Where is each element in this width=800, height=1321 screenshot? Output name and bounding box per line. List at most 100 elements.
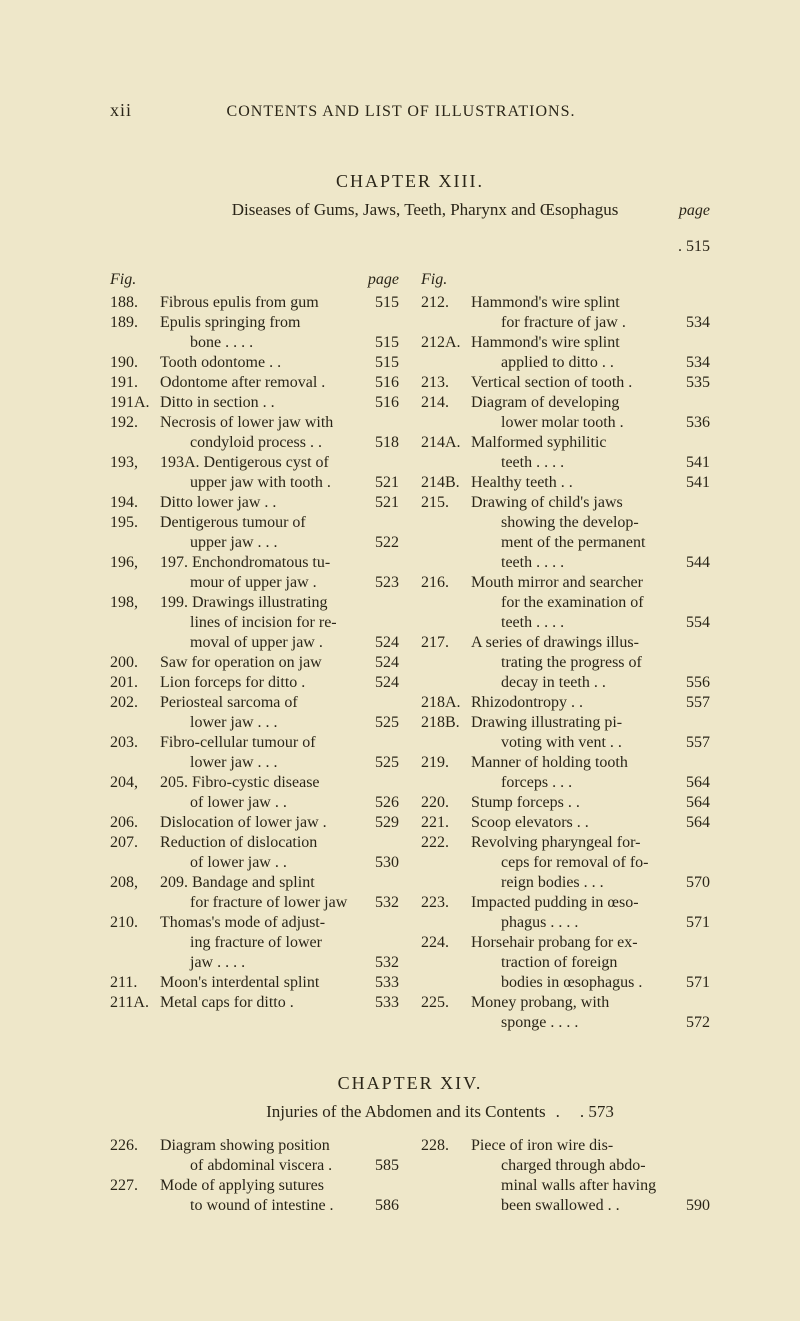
entry-page: 521 bbox=[363, 493, 399, 513]
fig-label: Fig. bbox=[110, 270, 150, 290]
entry-number: 206. bbox=[110, 813, 160, 833]
entry-number: 215. bbox=[421, 493, 471, 513]
entry-number: 212. bbox=[421, 293, 471, 313]
list-entry: 218A.Rhizodontropy . .557 bbox=[421, 693, 710, 713]
entry-text: lines of incision for re- bbox=[190, 613, 399, 633]
list-entry-continuation: teeth . . . .541 bbox=[421, 453, 710, 473]
entry-text: 193A. Dentigerous cyst of bbox=[160, 453, 399, 473]
list-entry: 212.Hammond's wire splint bbox=[421, 293, 710, 313]
chapter-14-page: . 573 bbox=[570, 1102, 614, 1122]
list-entry: 215.Drawing of child's jaws bbox=[421, 493, 710, 513]
entry-number: 211. bbox=[110, 973, 160, 993]
entry-text: Metal caps for ditto . bbox=[160, 993, 363, 1013]
entry-text: condyloid process . . bbox=[190, 433, 363, 453]
list-entry: 201.Lion forceps for ditto .524 bbox=[110, 673, 399, 693]
list-entry-continuation: phagus . . . .571 bbox=[421, 913, 710, 933]
list-entry-continuation: lower jaw . . .525 bbox=[110, 713, 399, 733]
list-entry: 214A.Malformed syphilitic bbox=[421, 433, 710, 453]
entry-text: Revolving pharyngeal for- bbox=[471, 833, 710, 853]
page-label: page bbox=[357, 270, 399, 290]
entry-text: for the examination of bbox=[501, 593, 710, 613]
entry-page: 541 bbox=[674, 473, 710, 493]
entry-text: 205. Fibro-cystic disease bbox=[160, 773, 399, 793]
entry-number: 190. bbox=[110, 353, 160, 373]
entry-text: upper jaw . . . bbox=[190, 533, 363, 553]
entry-number: 200. bbox=[110, 653, 160, 673]
entry-text: Diagram showing position bbox=[160, 1136, 399, 1156]
entry-page: 585 bbox=[363, 1156, 399, 1176]
entry-text: reign bodies . . . bbox=[501, 873, 674, 893]
list-entry: 216.Mouth mirror and searcher bbox=[421, 573, 710, 593]
entry-page: 532 bbox=[363, 893, 399, 913]
chapter-14-heading: CHAPTER XIV. bbox=[110, 1073, 710, 1094]
list-entry-continuation: trating the progress of bbox=[421, 653, 710, 673]
entry-number: 208, bbox=[110, 873, 160, 893]
entry-text: Stump forceps . . bbox=[471, 793, 674, 813]
entry-page: 534 bbox=[674, 313, 710, 333]
list-entry: 193,193A. Dentigerous cyst of bbox=[110, 453, 399, 473]
entry-number: 203. bbox=[110, 733, 160, 753]
list-entry: 188.Fibrous epulis from gum515 bbox=[110, 293, 399, 313]
list-entry: 190.Tooth odontome . .515 bbox=[110, 353, 399, 373]
entry-text: Lion forceps for ditto . bbox=[160, 673, 363, 693]
entry-text: sponge . . . . bbox=[501, 1013, 674, 1033]
entry-text: Money probang, with bbox=[471, 993, 710, 1013]
entry-page: 525 bbox=[363, 753, 399, 773]
entry-number: 228. bbox=[421, 1136, 471, 1156]
list-entry-continuation: forceps . . .564 bbox=[421, 773, 710, 793]
list-entry-continuation: moval of upper jaw .524 bbox=[110, 633, 399, 653]
list-entry-continuation: ceps for removal of fo- bbox=[421, 853, 710, 873]
entry-number: 198, bbox=[110, 593, 160, 613]
entry-page: 564 bbox=[674, 793, 710, 813]
entry-text: Horsehair probang for ex- bbox=[471, 933, 710, 953]
entry-text: mour of upper jaw . bbox=[190, 573, 363, 593]
entry-text: Odontome after removal . bbox=[160, 373, 363, 393]
entry-text: moval of upper jaw . bbox=[190, 633, 363, 653]
entry-number: 220. bbox=[421, 793, 471, 813]
entry-page: 536 bbox=[674, 413, 710, 433]
list-entry: 218B.Drawing illustrating pi- bbox=[421, 713, 710, 733]
list-entry: 204,205. Fibro-cystic disease bbox=[110, 773, 399, 793]
list-entry-continuation: of lower jaw . .526 bbox=[110, 793, 399, 813]
column-header: Fig. bbox=[421, 270, 710, 290]
entry-text: of lower jaw . . bbox=[190, 853, 363, 873]
entry-text: ment of the permanent bbox=[501, 533, 710, 553]
entry-page: 516 bbox=[363, 373, 399, 393]
entry-text: forceps . . . bbox=[501, 773, 674, 793]
entry-page: 557 bbox=[674, 733, 710, 753]
entry-number: 218A. bbox=[421, 693, 471, 713]
list-entry: 194.Ditto lower jaw . .521 bbox=[110, 493, 399, 513]
list-entry: 211A.Metal caps for ditto .533 bbox=[110, 993, 399, 1013]
entry-text: for fracture of jaw . bbox=[501, 313, 674, 333]
list-entry: 202.Periosteal sarcoma of bbox=[110, 693, 399, 713]
entry-text: Necrosis of lower jaw with bbox=[160, 413, 399, 433]
list-entry: 207.Reduction of dislocation bbox=[110, 833, 399, 853]
list-entry-continuation: jaw . . . .532 bbox=[110, 953, 399, 973]
running-head: CONTENTS AND LIST OF ILLUSTRATIONS. bbox=[132, 103, 710, 121]
list-entry-continuation: sponge . . . .572 bbox=[421, 1013, 710, 1033]
page-number-roman: xii bbox=[110, 100, 132, 121]
entry-number: 216. bbox=[421, 573, 471, 593]
entry-number: 191A. bbox=[110, 393, 160, 413]
list-entry-continuation: decay in teeth . .556 bbox=[421, 673, 710, 693]
entry-text: Fibrous epulis from gum bbox=[160, 293, 363, 313]
entry-page: 524 bbox=[363, 633, 399, 653]
entry-number: 189. bbox=[110, 313, 160, 333]
entry-text: Epulis springing from bbox=[160, 313, 399, 333]
entry-page: 516 bbox=[363, 393, 399, 413]
list-entry: 191A.Ditto in section . .516 bbox=[110, 393, 399, 413]
list-entry: 210.Thomas's mode of adjust- bbox=[110, 913, 399, 933]
entry-text: 199. Drawings illustrating bbox=[160, 593, 399, 613]
entry-text: Thomas's mode of adjust- bbox=[160, 913, 399, 933]
list-entry: 220.Stump forceps . .564 bbox=[421, 793, 710, 813]
entry-text: Drawing of child's jaws bbox=[471, 493, 710, 513]
page-header: xii CONTENTS AND LIST OF ILLUSTRATIONS. bbox=[110, 100, 710, 121]
list-entry-continuation: minal walls after having bbox=[421, 1176, 710, 1196]
chapter-13-page-value: . 515 bbox=[110, 238, 710, 256]
entry-number: 204, bbox=[110, 773, 160, 793]
entry-page: 535 bbox=[674, 373, 710, 393]
list-entry: 219.Manner of holding tooth bbox=[421, 753, 710, 773]
leader-dots: . bbox=[546, 1102, 570, 1122]
list-entry: 222.Revolving pharyngeal for- bbox=[421, 833, 710, 853]
entry-page: 515 bbox=[363, 333, 399, 353]
